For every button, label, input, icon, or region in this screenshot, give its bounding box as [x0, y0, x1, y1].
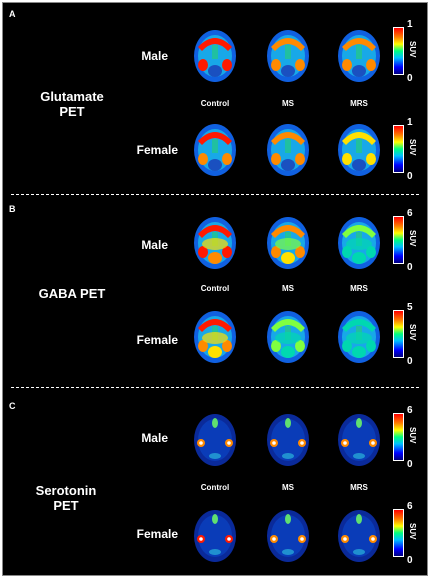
- pet-scan-male-control: [194, 217, 236, 269]
- condition-label-mrs: MRS: [350, 483, 368, 492]
- panel-divider: [11, 387, 419, 388]
- colorbar-unit: SUV: [408, 41, 417, 58]
- colorbar-unit: SUV: [408, 324, 417, 341]
- sex-label-female: Female: [136, 143, 178, 157]
- pet-scan-male-ms: [267, 217, 309, 269]
- sex-label-female: Female: [136, 527, 178, 541]
- pet-scan-female-mrs: [338, 124, 380, 176]
- condition-label-ms: MS: [282, 483, 294, 492]
- condition-label-control: Control: [200, 483, 230, 492]
- sex-label-male: Male: [141, 431, 168, 445]
- condition-label-control: Control: [200, 99, 230, 108]
- colorbar-max: 6: [407, 208, 413, 219]
- pet-scan-male-mrs: [338, 414, 380, 466]
- tracer-label: Serotonin PET: [35, 483, 97, 513]
- pet-scan-female-mrs: [338, 510, 380, 562]
- condition-label-ms: MS: [282, 284, 294, 293]
- pet-scan-male-control: [194, 30, 236, 82]
- pet-scan-female-control: [194, 311, 236, 363]
- tracer-label: Glutamate PET: [40, 89, 104, 119]
- condition-label-mrs: MRS: [350, 99, 368, 108]
- pet-figure: A Glutamate PET Male Female Control MS M…: [2, 2, 428, 576]
- panel-letter: A: [9, 9, 16, 19]
- colorbar: [393, 216, 404, 264]
- colorbar-unit: SUV: [408, 139, 417, 156]
- pet-scan-male-ms: [267, 414, 309, 466]
- colorbar-min: 0: [407, 262, 413, 273]
- condition-label-ms: MS: [282, 99, 294, 108]
- colorbar-unit: SUV: [408, 230, 417, 247]
- pet-scan-female-ms: [267, 311, 309, 363]
- pet-scan-female-ms: [267, 124, 309, 176]
- colorbar-max: 1: [407, 19, 413, 30]
- colorbar: [393, 310, 404, 358]
- pet-scan-male-control: [194, 414, 236, 466]
- colorbar-min: 0: [407, 356, 413, 367]
- colorbar-unit: SUV: [408, 523, 417, 540]
- panel-letter: C: [9, 401, 16, 411]
- colorbar-min: 0: [407, 555, 413, 566]
- pet-scan-female-control: [194, 510, 236, 562]
- panel-letter: B: [9, 204, 16, 214]
- colorbar: [393, 509, 404, 557]
- panel-c: C Serotonin PET Male Female Control MS M…: [3, 391, 427, 577]
- colorbar-max: 1: [407, 117, 413, 128]
- panel-divider: [11, 194, 419, 195]
- colorbar-min: 0: [407, 171, 413, 182]
- pet-scan-male-mrs: [338, 30, 380, 82]
- tracer-label: GABA PET: [38, 286, 106, 301]
- sex-label-male: Male: [141, 49, 168, 63]
- colorbar-max: 6: [407, 405, 413, 416]
- sex-label-female: Female: [136, 333, 178, 347]
- condition-label-mrs: MRS: [350, 284, 368, 293]
- pet-scan-female-ms: [267, 510, 309, 562]
- colorbar-unit: SUV: [408, 427, 417, 444]
- sex-label-male: Male: [141, 238, 168, 252]
- pet-scan-female-mrs: [338, 311, 380, 363]
- colorbar: [393, 27, 404, 75]
- colorbar: [393, 125, 404, 173]
- pet-scan-male-ms: [267, 30, 309, 82]
- colorbar: [393, 413, 404, 461]
- condition-label-control: Control: [200, 284, 230, 293]
- colorbar-min: 0: [407, 459, 413, 470]
- colorbar-max: 5: [407, 302, 413, 313]
- colorbar-max: 6: [407, 501, 413, 512]
- colorbar-min: 0: [407, 73, 413, 84]
- panel-a: A Glutamate PET Male Female Control MS M…: [3, 3, 427, 193]
- panel-b: B GABA PET Male Female Control MS MRS 6 …: [3, 198, 427, 388]
- pet-scan-female-control: [194, 124, 236, 176]
- pet-scan-male-mrs: [338, 217, 380, 269]
